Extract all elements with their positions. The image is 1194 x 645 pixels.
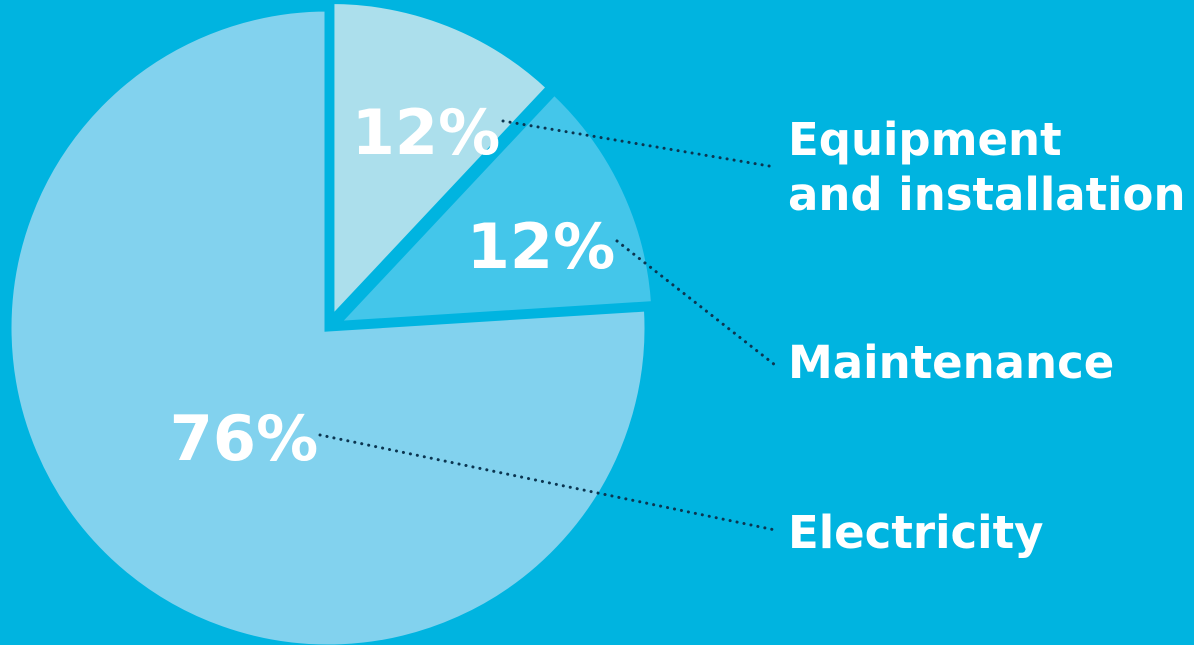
category-label-equipment-line1: Equipment — [788, 113, 1062, 166]
slice-electricity — [4, 4, 652, 645]
category-label-electricity: Electricity — [788, 506, 1043, 559]
leader-line-electricity — [318, 433, 777, 532]
slice-maintenance — [326, 86, 659, 329]
leader-line-maintenance — [615, 239, 777, 367]
category-label-equipment-line2: and installation — [788, 168, 1186, 221]
category-label-maintenance: Maintenance — [788, 336, 1114, 389]
value-label-equipment: 12% — [352, 96, 500, 169]
value-label-electricity: 76% — [170, 402, 318, 475]
slice-equipment — [327, 0, 555, 330]
value-label-maintenance: 12% — [467, 210, 615, 283]
